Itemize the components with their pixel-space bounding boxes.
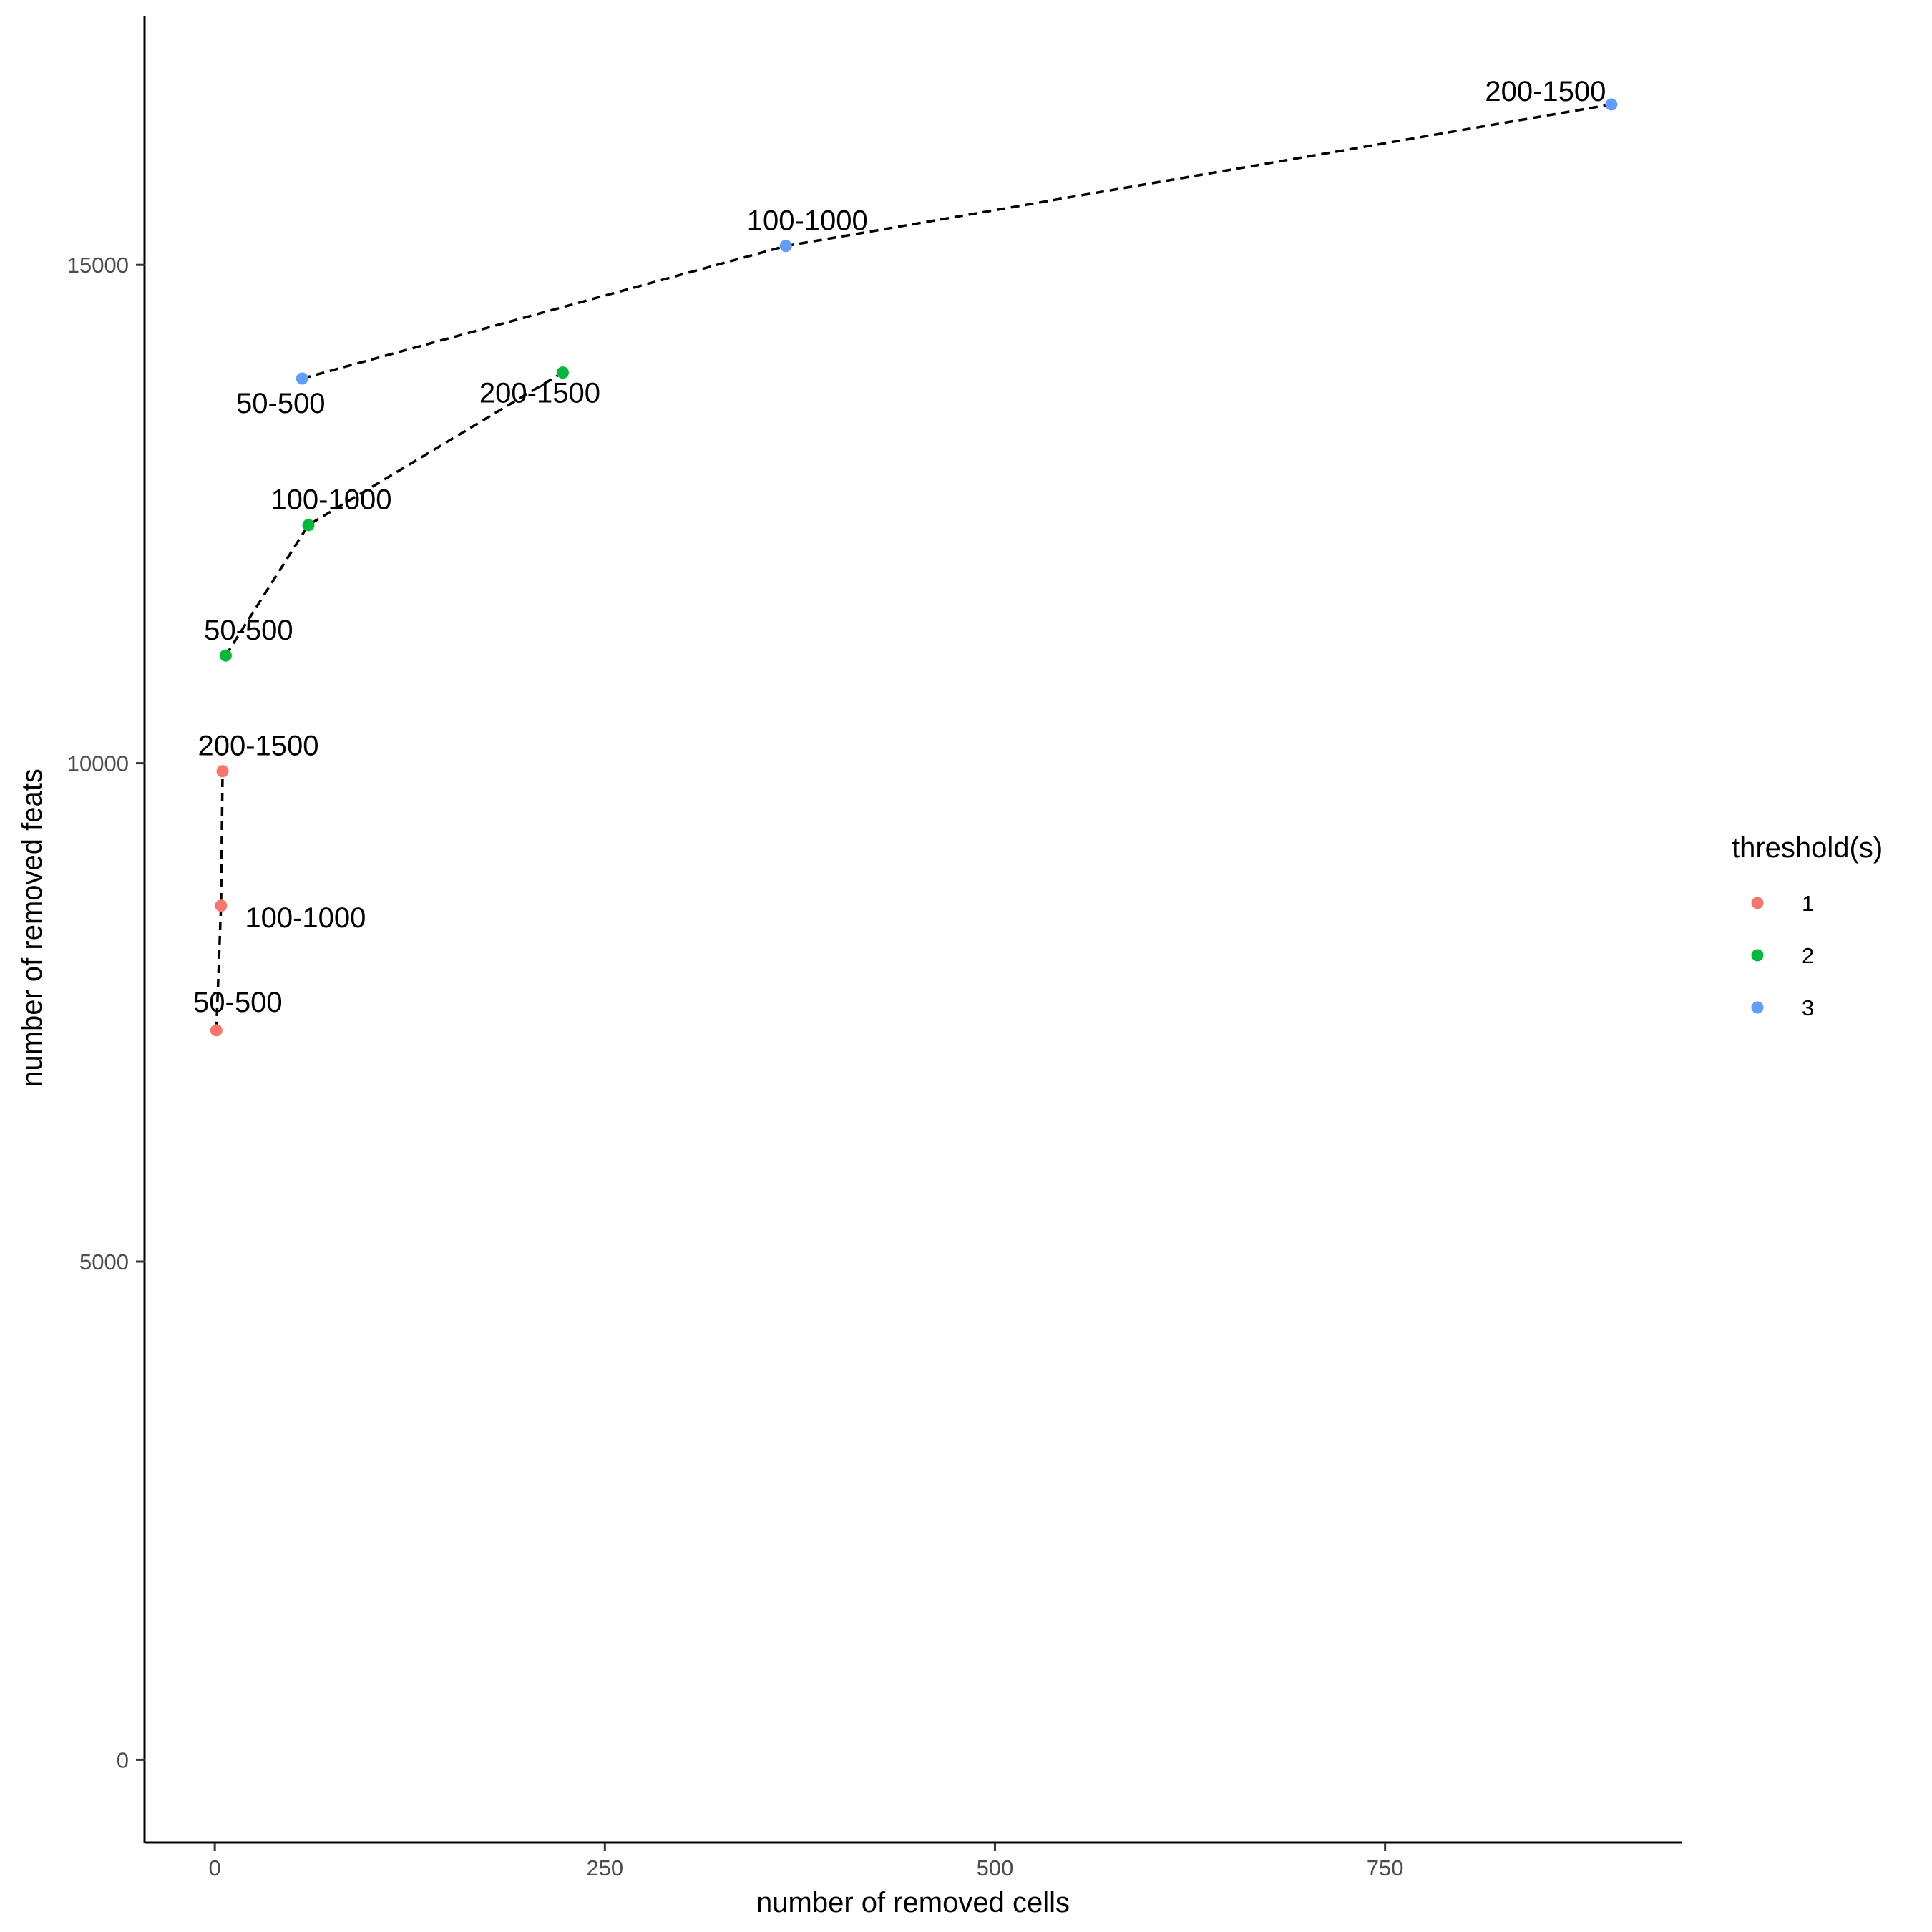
point-labels: 50-500 100-1000 200-1500 50-500 100-1000 200-…: [193, 76, 1606, 1018]
data-label: 100-1000: [747, 205, 868, 237]
series-line-3: [301, 103, 1612, 380]
series-line-2: [224, 371, 564, 657]
y-tick-label: 0: [117, 1747, 129, 1772]
legend-key: [1751, 897, 1764, 909]
connecting-lines: [215, 103, 1612, 1030]
data-label: 100-1000: [245, 902, 366, 934]
legend-label: 2: [1802, 943, 1814, 968]
legend: threshold(s) 1 2 3: [1732, 832, 1883, 1020]
y-tick-label: 15000: [67, 253, 129, 278]
y-tick-label: 5000: [79, 1249, 129, 1274]
legend-label: 3: [1802, 995, 1814, 1020]
x-tick-label: 750: [1367, 1855, 1404, 1880]
legend-key: [1751, 949, 1764, 962]
data-label: 100-1000: [270, 484, 391, 516]
legend-key: [1751, 1001, 1764, 1014]
data-point: [216, 765, 229, 778]
data-point: [215, 899, 228, 912]
y-axis-title: number of removed feats: [16, 769, 48, 1087]
data-point: [779, 240, 792, 253]
x-axis-title: number of removed cells: [756, 1887, 1070, 1918]
data-point: [302, 519, 315, 532]
data-points: [210, 98, 1618, 1037]
data-label: 200-1500: [479, 378, 600, 409]
data-point: [1605, 98, 1618, 111]
data-label: 200-1500: [198, 731, 319, 762]
data-point: [210, 1024, 223, 1037]
x-tick-label: 250: [586, 1855, 623, 1880]
axes: 0 250 500 750 0 5000 10000 15000: [67, 16, 1682, 1880]
x-tick-label: 500: [977, 1855, 1014, 1880]
data-label: 50-500: [193, 987, 283, 1018]
legend-title: threshold(s): [1732, 832, 1883, 864]
data-point: [219, 649, 232, 662]
x-tick-label: 0: [209, 1855, 221, 1880]
data-point: [296, 372, 308, 385]
data-label: 50-500: [204, 615, 293, 646]
data-point: [556, 366, 569, 379]
data-label: 50-500: [236, 388, 326, 419]
y-tick-label: 10000: [67, 751, 129, 776]
legend-label: 1: [1802, 891, 1814, 916]
data-label: 200-1500: [1485, 76, 1606, 107]
